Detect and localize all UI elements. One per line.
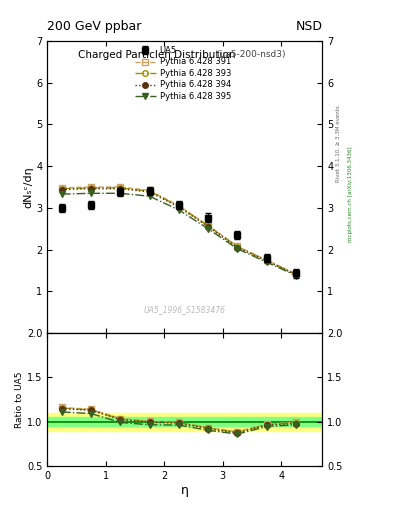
- Text: Rivet 3.1.10, ≥ 3.3M events: Rivet 3.1.10, ≥ 3.3M events: [336, 105, 341, 182]
- Pythia 6.428 391: [59, 185, 64, 191]
- Pythia 6.428 394: [118, 186, 123, 192]
- Pythia 6.428 394: [264, 258, 269, 264]
- Line: Pythia 6.428 395: Pythia 6.428 395: [58, 190, 299, 279]
- Pythia 6.428 394: [147, 189, 152, 195]
- Pythia 6.428 394: [89, 186, 94, 192]
- Pythia 6.428 391: [294, 271, 298, 277]
- Pythia 6.428 394: [206, 224, 211, 230]
- Pythia 6.428 395: [89, 190, 94, 197]
- Text: UA5_1996_S1583476: UA5_1996_S1583476: [144, 305, 226, 314]
- Text: NSD: NSD: [295, 20, 322, 33]
- Pythia 6.428 391: [235, 243, 240, 249]
- Pythia 6.428 391: [118, 184, 123, 190]
- Pythia 6.428 393: [206, 223, 211, 229]
- Pythia 6.428 394: [59, 186, 64, 193]
- Legend: UA5, Pythia 6.428 391, Pythia 6.428 393, Pythia 6.428 394, Pythia 6.428 395: UA5, Pythia 6.428 391, Pythia 6.428 393,…: [131, 42, 234, 104]
- Pythia 6.428 393: [147, 188, 152, 194]
- Text: mcplots.cern.ch [arXiv:1306.3436]: mcplots.cern.ch [arXiv:1306.3436]: [348, 147, 353, 242]
- Pythia 6.428 395: [294, 272, 298, 279]
- Bar: [47, 413, 322, 431]
- Line: Pythia 6.428 393: Pythia 6.428 393: [59, 185, 299, 277]
- Text: Charged Particleη Distribution: Charged Particleη Distribution: [79, 50, 236, 60]
- Pythia 6.428 393: [176, 203, 181, 209]
- Line: Pythia 6.428 394: Pythia 6.428 394: [59, 186, 299, 278]
- Pythia 6.428 393: [235, 244, 240, 250]
- Text: (ua5-200-nsd3): (ua5-200-nsd3): [216, 50, 285, 59]
- Pythia 6.428 393: [89, 185, 94, 191]
- Pythia 6.428 391: [206, 222, 211, 228]
- Pythia 6.428 395: [118, 190, 123, 197]
- X-axis label: η: η: [181, 483, 189, 497]
- Pythia 6.428 391: [147, 187, 152, 194]
- Text: 200 GeV ppbar: 200 GeV ppbar: [47, 20, 141, 33]
- Pythia 6.428 395: [59, 191, 64, 197]
- Pythia 6.428 391: [264, 257, 269, 263]
- Pythia 6.428 393: [118, 185, 123, 191]
- Y-axis label: Ratio to UA5: Ratio to UA5: [15, 371, 24, 428]
- Pythia 6.428 394: [294, 271, 298, 278]
- Pythia 6.428 391: [89, 184, 94, 190]
- Pythia 6.428 394: [176, 204, 181, 210]
- Pythia 6.428 393: [264, 258, 269, 264]
- Pythia 6.428 394: [235, 245, 240, 251]
- Bar: [47, 417, 322, 426]
- Pythia 6.428 395: [176, 207, 181, 213]
- Pythia 6.428 395: [147, 193, 152, 199]
- Pythia 6.428 393: [59, 186, 64, 192]
- Pythia 6.428 395: [264, 259, 269, 265]
- Pythia 6.428 393: [294, 271, 298, 278]
- Line: Pythia 6.428 391: Pythia 6.428 391: [59, 184, 299, 276]
- Pythia 6.428 395: [235, 246, 240, 252]
- Y-axis label: dNₛᶜ/dη: dNₛᶜ/dη: [23, 166, 33, 208]
- Pythia 6.428 395: [206, 226, 211, 232]
- Pythia 6.428 391: [176, 203, 181, 209]
